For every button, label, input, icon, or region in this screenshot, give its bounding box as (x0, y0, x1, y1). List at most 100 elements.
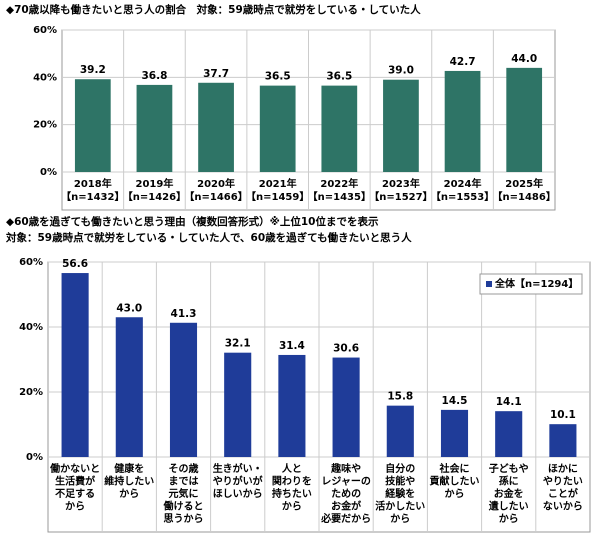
bar (115, 317, 143, 457)
x-tick-label: 不足する (55, 488, 95, 500)
x-tick-label: 生きがい・ (213, 462, 263, 475)
value-label: 15.8 (387, 391, 413, 403)
x-tick-label: 孫に (499, 475, 519, 488)
x-tick-label: から (282, 501, 302, 513)
x-tick-label: お金が (331, 500, 362, 513)
chart-subtitle: 対象：59歳時点で就労をしている・していた人で、60歳を過ぎても働きたいと思う人 (5, 231, 412, 244)
bar (61, 273, 89, 457)
x-tick-label: 働かないと (49, 462, 100, 475)
value-label: 31.4 (279, 340, 305, 352)
bar (386, 405, 414, 457)
bar (506, 67, 543, 172)
x-tick-label: 活かしたい (375, 500, 425, 513)
bar (383, 79, 419, 172)
bar (549, 424, 577, 457)
x-tick-label: 2018年 (74, 177, 112, 190)
value-label: 36.5 (326, 71, 352, 83)
x-tick-label: やりがいが (213, 475, 264, 488)
x-tick-label: ほしいから (213, 488, 263, 500)
x-tick-label: 【n=1432】 (61, 190, 124, 203)
chart-title: ◆60歳を過ぎても働きたいと思う理由（複数回答形式）※上位10位までを表示 (6, 215, 379, 228)
x-tick-label: 【n=1527】 (369, 190, 432, 203)
x-tick-label: から (499, 513, 519, 525)
value-label: 36.5 (265, 71, 291, 83)
bar (224, 352, 252, 457)
x-tick-label: 趣味や (330, 462, 361, 475)
x-tick-label: 自分の (385, 462, 415, 475)
x-tick-label: レジャーの (321, 476, 371, 488)
x-tick-label: までは (169, 476, 199, 488)
chart-title: ◆70歳以降も働きたいと思う人の割合 対象：59歳時点で就労をしている・していた… (6, 3, 421, 16)
x-tick-label: から (119, 488, 139, 500)
x-tick-label: お金を (494, 487, 524, 500)
y-tick-label: 60% (19, 257, 43, 268)
bar (198, 82, 234, 172)
x-tick-label: 健康を (114, 462, 144, 475)
x-tick-label: ことが (548, 487, 579, 500)
x-tick-label: ための (331, 488, 361, 500)
bar (495, 411, 523, 457)
x-tick-label: から (65, 501, 85, 513)
x-tick-label: ほかに (548, 463, 578, 475)
x-tick-label: 思うから (164, 513, 204, 525)
x-tick-label: 必要だから (320, 512, 371, 525)
x-tick-label: 2025年 (505, 177, 543, 190)
legend-label: 全体【n=1294】 (494, 277, 578, 290)
value-label: 30.6 (333, 343, 359, 355)
bar (259, 85, 296, 172)
y-tick-label: 20% (33, 120, 57, 131)
x-tick-label: 遺したい (488, 500, 529, 513)
x-tick-label: 維持したい (104, 475, 154, 488)
value-label: 39.0 (388, 65, 414, 77)
x-tick-label: 生活費が (55, 475, 96, 488)
x-tick-label: 子どもや (489, 462, 529, 475)
value-label: 56.6 (62, 258, 88, 270)
value-label: 44.0 (511, 53, 537, 65)
x-tick-label: 【n=1553】 (431, 190, 494, 203)
y-tick-label: 60% (33, 25, 57, 36)
legend-swatch (486, 281, 492, 287)
value-label: 42.7 (450, 56, 476, 68)
x-tick-label: 2021年 (259, 177, 297, 190)
x-tick-label: 元気に (169, 487, 199, 500)
value-label: 37.7 (203, 68, 229, 80)
bar (332, 357, 360, 457)
y-tick-label: 0% (40, 167, 57, 178)
value-label: 14.5 (442, 395, 468, 407)
x-tick-label: その歳 (169, 462, 199, 475)
bar (136, 84, 173, 172)
value-label: 41.3 (171, 308, 197, 320)
legend-frame (479, 273, 583, 295)
x-tick-label: 2022年 (320, 177, 358, 190)
x-tick-label: から (390, 513, 410, 525)
value-label: 32.1 (225, 338, 251, 350)
x-tick-label: 持ちたい (272, 487, 312, 500)
bar (440, 409, 469, 457)
value-label: 39.2 (80, 64, 106, 76)
y-tick-label: 0% (26, 452, 43, 463)
x-tick-label: 2020年 (197, 177, 235, 190)
x-tick-label: 社会に (439, 462, 470, 475)
x-tick-label: 2024年 (444, 177, 482, 190)
x-tick-label: 経験を (385, 487, 415, 500)
x-tick-label: 2019年 (136, 177, 174, 190)
x-tick-label: 【n=1435】 (308, 190, 371, 203)
y-tick-label: 40% (19, 322, 43, 333)
x-tick-label: 技能や (385, 475, 415, 488)
x-tick-label: 2023年 (382, 177, 420, 190)
bar (444, 70, 481, 172)
y-tick-label: 40% (33, 72, 57, 83)
bar (169, 322, 198, 457)
value-label: 10.1 (550, 409, 576, 421)
x-tick-label: 【n=1486】 (493, 190, 556, 203)
x-tick-label: やりたい (543, 476, 583, 488)
x-tick-label: 人と (282, 462, 302, 475)
bar (74, 79, 111, 172)
x-tick-label: 貢献したい (430, 475, 480, 488)
x-tick-label: ないから (543, 501, 583, 513)
x-tick-label: 【n=1426】 (123, 190, 186, 203)
x-tick-label: から (445, 488, 465, 500)
y-tick-label: 20% (19, 387, 43, 398)
x-tick-label: 働けると (163, 500, 204, 513)
